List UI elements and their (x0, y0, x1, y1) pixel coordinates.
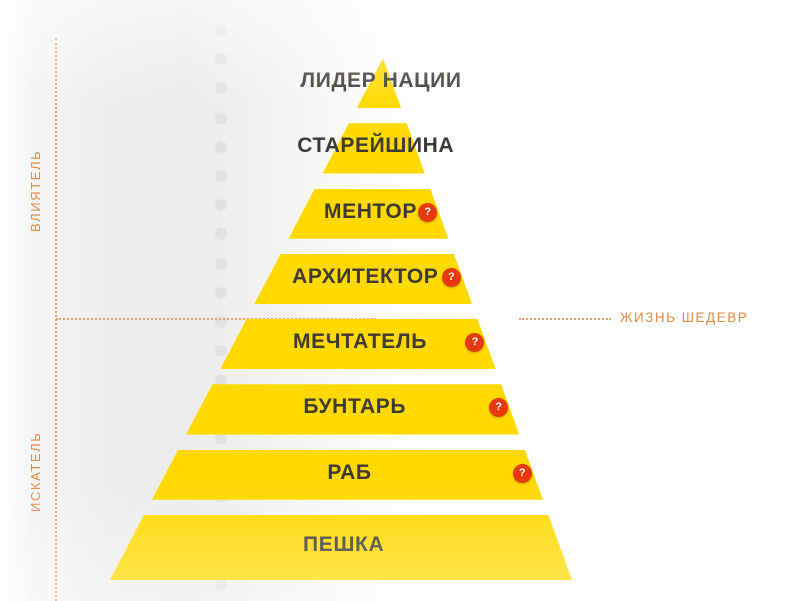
overlay-soft-light (0, 0, 800, 601)
infographic-canvas: ВЛИЯТЕЛЬ ИСКАТЕЛЬ ЖИЗНЬ ШЕДЕВР ЛИДЕР НАЦ… (0, 0, 800, 601)
